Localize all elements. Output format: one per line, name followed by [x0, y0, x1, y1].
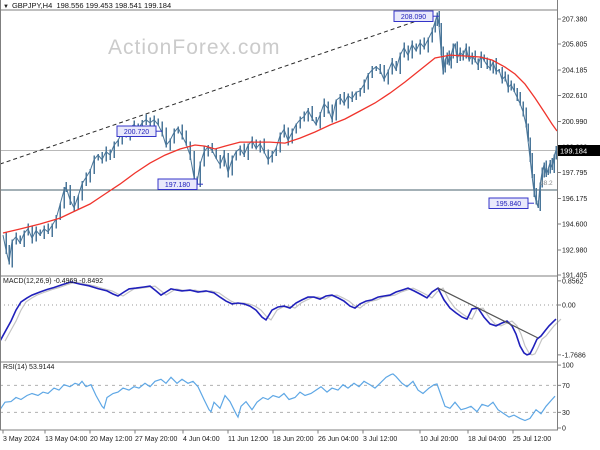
rsi-axis-label: 0 — [562, 426, 566, 433]
price-annotation-text: 208.090 — [401, 14, 426, 21]
rsi-indicator-label: RSI(14) 53.9144 — [3, 364, 55, 371]
price-axis-label: 200.990 — [562, 119, 587, 126]
price-axis-label: 205.805 — [562, 42, 587, 49]
macd-axis-label: 0.8562 — [562, 278, 584, 285]
macd-falling-trendline[interactable] — [437, 287, 539, 339]
time-axis-label: 18 Jun 20:00 — [273, 436, 314, 443]
rsi-axis-label: 100 — [562, 363, 574, 370]
price-axis-label: 197.795 — [562, 170, 587, 177]
price-annotation-text: 200.720 — [124, 129, 149, 136]
time-axis-label: 3 Jul 12:00 — [363, 436, 397, 443]
price-axis-label: 194.600 — [562, 221, 587, 228]
price-annotation-box[interactable] — [393, 10, 434, 22]
rsi-axis-label: 70 — [562, 383, 570, 390]
price-axis-label: 204.185 — [562, 68, 587, 75]
symbol-period-label: GBPJPY,H4 — [11, 1, 53, 10]
rsi-line[interactable] — [0, 373, 556, 422]
ohlc-values: 198.556 199.453 198.541 199.184 — [56, 1, 172, 10]
time-axis-label: 11 Jun 12:00 — [228, 436, 268, 443]
time-axis-label: 20 May 12:00 — [90, 436, 133, 443]
chart-header: ▼ GBPJPY,H4 198.556 199.453 198.541 199.1… — [3, 1, 171, 10]
price-axis-label: 207.380 — [562, 17, 587, 24]
price-annotation-box[interactable] — [116, 125, 157, 137]
time-axis-label: 13 May 04:00 — [45, 436, 88, 443]
chevron-down-icon[interactable]: ▼ — [3, 4, 9, 10]
current-price-label: 199.184 — [560, 146, 587, 155]
time-axis-label: 18 Jul 04:00 — [468, 436, 506, 443]
moving-average-line[interactable] — [2, 54, 558, 234]
time-axis-label: 26 Jun 04:00 — [318, 436, 359, 443]
time-axis-label: 3 May 2024 — [3, 436, 40, 443]
price-polyline — [2, 13, 557, 263]
price-axis-label: 191.405 — [562, 273, 587, 280]
fibonacci-38-2-label: 38.2 — [540, 180, 553, 187]
time-axis-label: 25 Jul 12:00 — [513, 436, 551, 443]
macd-main-line[interactable] — [0, 281, 557, 356]
time-axis-label: 4 Jun 04:00 — [183, 436, 220, 443]
price-axis-label: 202.610 — [562, 93, 587, 100]
macd-signal-line — [4, 281, 562, 356]
current-price-box — [558, 145, 600, 156]
price-annotation-text: 195.840 — [496, 201, 521, 208]
time-axis-label: 10 Jul 20:00 — [420, 436, 458, 443]
rising-trendline[interactable] — [0, 16, 429, 165]
rsi-axis-label: 30 — [562, 410, 570, 417]
macd-axis-label: 0.00 — [562, 303, 576, 310]
watermark: ActionForex.com — [108, 36, 281, 59]
macd-indicator-label: MACD(12,26,9) -0.4969 -0.8492 — [3, 278, 103, 285]
time-axis-label: 27 May 20:00 — [135, 436, 178, 443]
price-axis-label: 196.175 — [562, 196, 587, 203]
price-annotation-box[interactable] — [157, 178, 198, 190]
price-axis-label: 192.980 — [562, 247, 587, 254]
price-annotation-box[interactable] — [488, 197, 529, 209]
macd-axis-label: -1.7686 — [562, 352, 586, 359]
price-annotation-text: 197.180 — [165, 182, 190, 189]
